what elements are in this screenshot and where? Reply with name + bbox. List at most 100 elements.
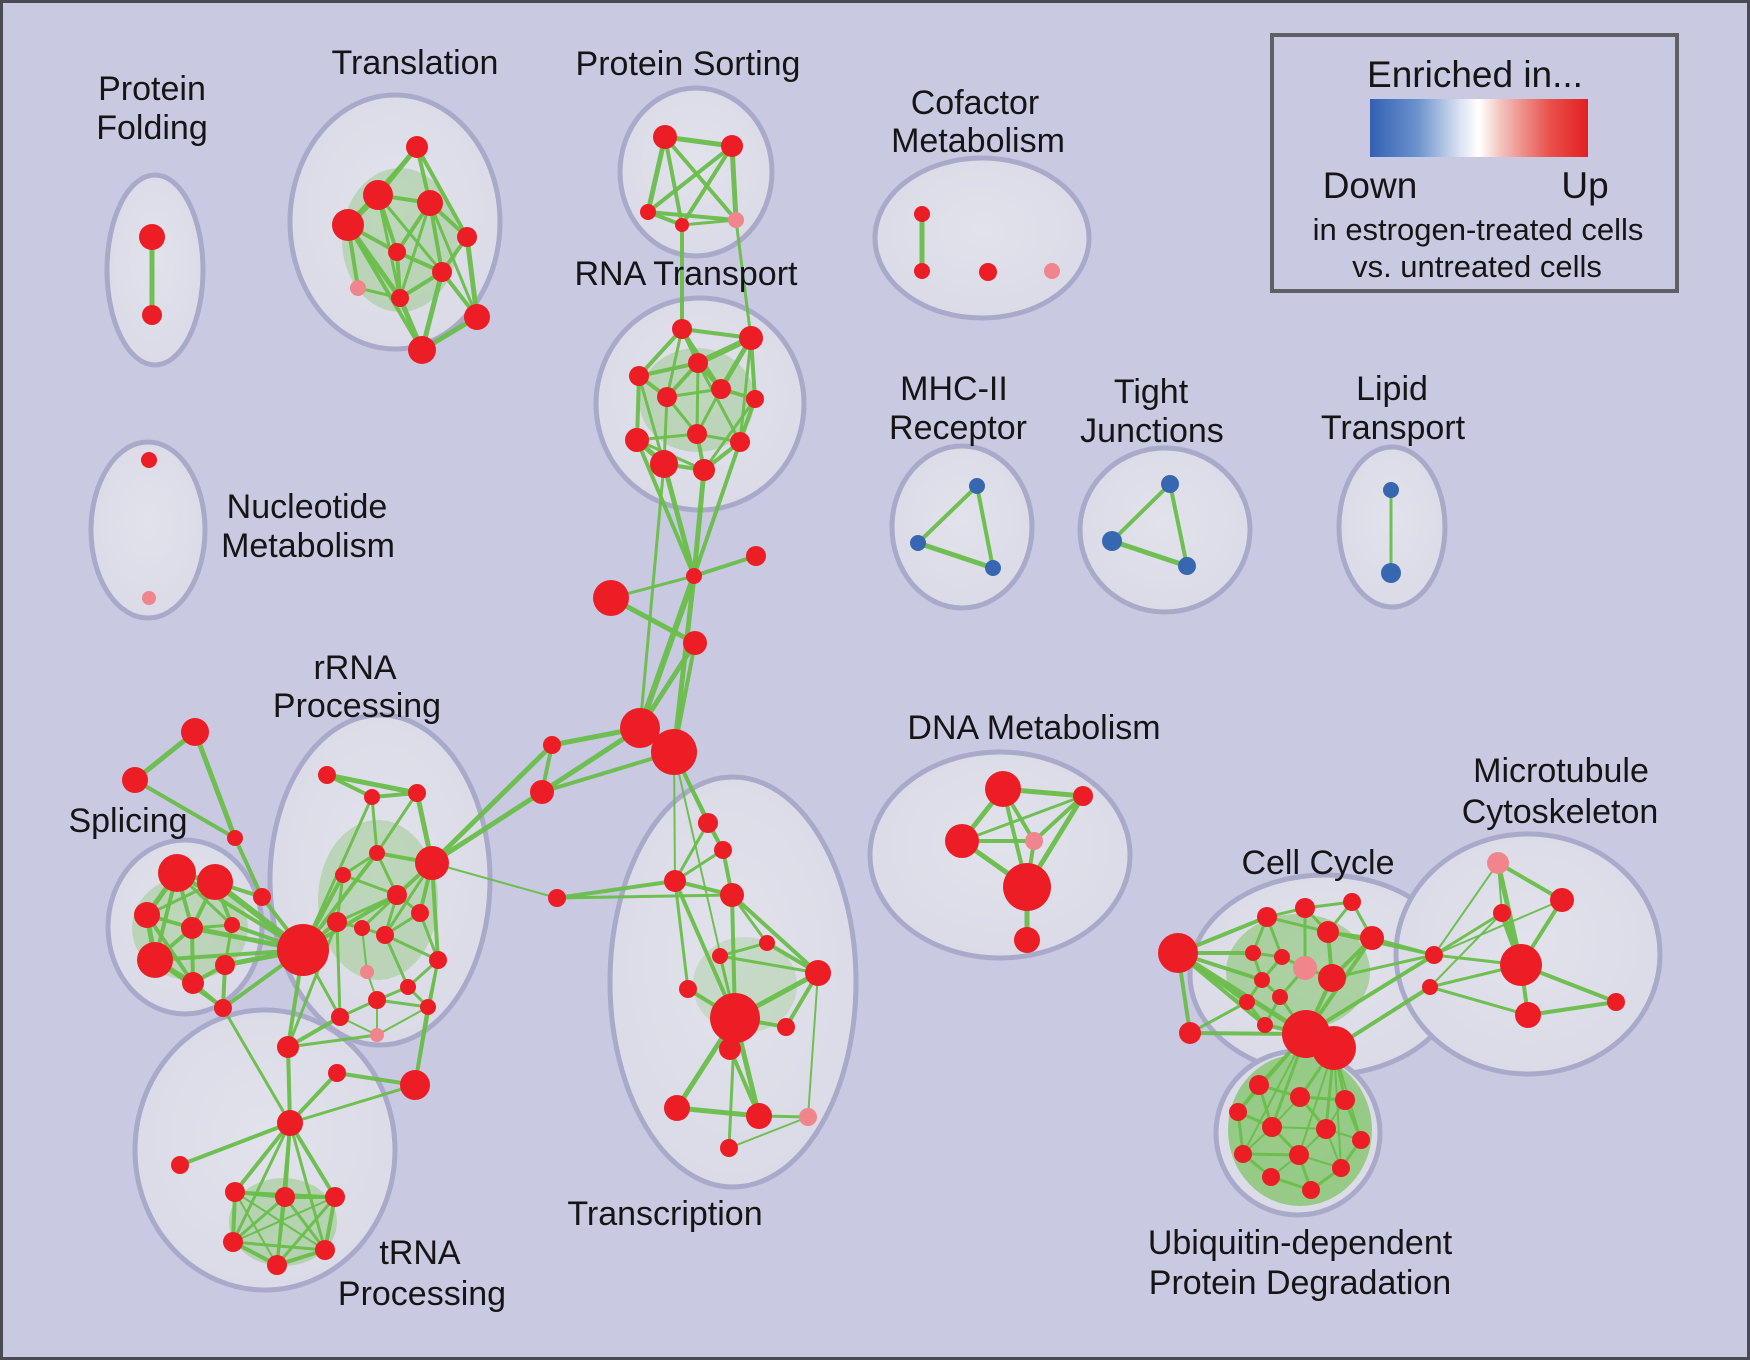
network-node-c1 (1179, 1022, 1201, 1044)
network-node-rr8 (354, 920, 370, 936)
network-node-t10 (408, 336, 436, 364)
network-edge (663, 135, 684, 227)
network-node-b1 (530, 780, 554, 804)
network-node-sp0 (158, 854, 196, 892)
network-node-g1 (1102, 531, 1122, 551)
network-node-tr1 (714, 841, 732, 859)
legend-box (1270, 33, 1679, 293)
network-edge (231, 1195, 287, 1244)
cluster-label: Nucleotide (227, 488, 388, 526)
network-node-r5 (657, 387, 677, 407)
network-edge (734, 218, 753, 340)
network-node-sph (277, 924, 329, 976)
cluster-label: Splicing (68, 802, 187, 840)
network-node-t0 (406, 136, 428, 158)
network-node-h2 (651, 729, 697, 775)
network-node-sp6 (182, 972, 204, 994)
network-node-tx3 (223, 1232, 243, 1252)
network-edge (680, 144, 734, 227)
network-edge (286, 1033, 379, 1049)
network-node-tr3 (720, 883, 744, 907)
network-node-r0 (672, 319, 692, 339)
cluster-label: Folding (96, 109, 208, 147)
network-node-t2 (417, 190, 443, 216)
network-node-n0 (141, 452, 157, 468)
cluster-label: Cytoskeleton (1462, 793, 1659, 831)
cluster-label: Tight (1114, 373, 1189, 411)
network-node-sp2 (134, 902, 160, 928)
network-node-tl (171, 1156, 189, 1174)
network-node-u8 (1289, 1145, 1309, 1165)
network-edge (335, 920, 342, 1019)
cluster-ellipse-cofactor-metabolism (872, 155, 1092, 321)
cluster-ellipse-nucleotide-metabolism (88, 439, 208, 621)
cluster-label: Ubiquitin-dependent (1148, 1224, 1453, 1262)
network-node-rr16 (331, 1008, 349, 1026)
network-node-sp1 (197, 864, 233, 900)
network-node-co1 (914, 263, 930, 279)
network-edge (288, 1121, 337, 1199)
network-edge (975, 484, 995, 570)
network-node-s2 (640, 204, 656, 220)
network-node-l2 (227, 830, 243, 846)
network-node-c14 (1343, 893, 1361, 911)
network-edge (702, 397, 757, 472)
network-node-r1 (739, 326, 763, 350)
network-node-pf0 (139, 224, 165, 250)
network-edge (916, 484, 979, 545)
network-node-c7 (1293, 956, 1317, 980)
network-node-tmb (400, 1070, 430, 1100)
network-node-r2 (688, 353, 708, 373)
cluster-label: Lipid (1356, 370, 1428, 408)
cluster-label: Metabolism (891, 122, 1065, 160)
network-node-c10 (1239, 994, 1255, 1010)
network-node-tr0 (698, 813, 718, 833)
network-node-trh (710, 993, 760, 1043)
network-edge (234, 1191, 326, 1251)
network-edge (637, 361, 700, 378)
network-edge (178, 1121, 292, 1167)
network-node-th (277, 1110, 303, 1136)
network-node-sp9 (214, 999, 232, 1017)
network-node-l0 (181, 718, 209, 746)
network-node-q0 (969, 478, 985, 494)
network-edge (288, 1121, 327, 1252)
network-node-rr4 (415, 846, 449, 880)
network-node-h1 (620, 708, 660, 748)
cluster-label: Processing (338, 1275, 506, 1313)
network-node-u11 (1302, 1181, 1320, 1199)
network-node-u7 (1234, 1145, 1252, 1163)
network-node-c4 (1317, 921, 1339, 943)
network-node-ch2 (1312, 1026, 1356, 1070)
network-node-j2 (593, 580, 629, 616)
network-edge (646, 210, 738, 222)
network-edge (674, 1105, 762, 1119)
network-node-tr2 (664, 870, 686, 892)
network-edge (1109, 538, 1190, 569)
network-node-r6 (746, 390, 764, 408)
network-edge (234, 1191, 278, 1266)
network-edge (383, 933, 440, 962)
network-edge (807, 972, 819, 1118)
network-edge (665, 327, 684, 399)
network-edge (275, 1195, 287, 1267)
network-edge (718, 954, 820, 975)
network-node-s3 (675, 218, 689, 232)
network-node-m1 (1550, 888, 1574, 912)
network-edge (1433, 899, 1563, 956)
network-node-tx2 (325, 1187, 345, 1207)
network-node-tx1 (275, 1187, 295, 1207)
network-node-u4 (1262, 1117, 1282, 1137)
network-edge (413, 958, 440, 1087)
network-node-t3 (332, 209, 364, 241)
network-node-tx0 (225, 1182, 245, 1202)
legend-label-legend-sub2: vs. untreated cells (1352, 249, 1602, 284)
network-node-sp3 (181, 917, 203, 939)
network-node-d4 (1003, 863, 1051, 911)
network-edge (635, 438, 696, 578)
network-node-c12 (1257, 1017, 1273, 1033)
network-edge (915, 540, 996, 571)
network-node-r7 (687, 424, 707, 444)
network-node-p0 (1383, 482, 1399, 498)
